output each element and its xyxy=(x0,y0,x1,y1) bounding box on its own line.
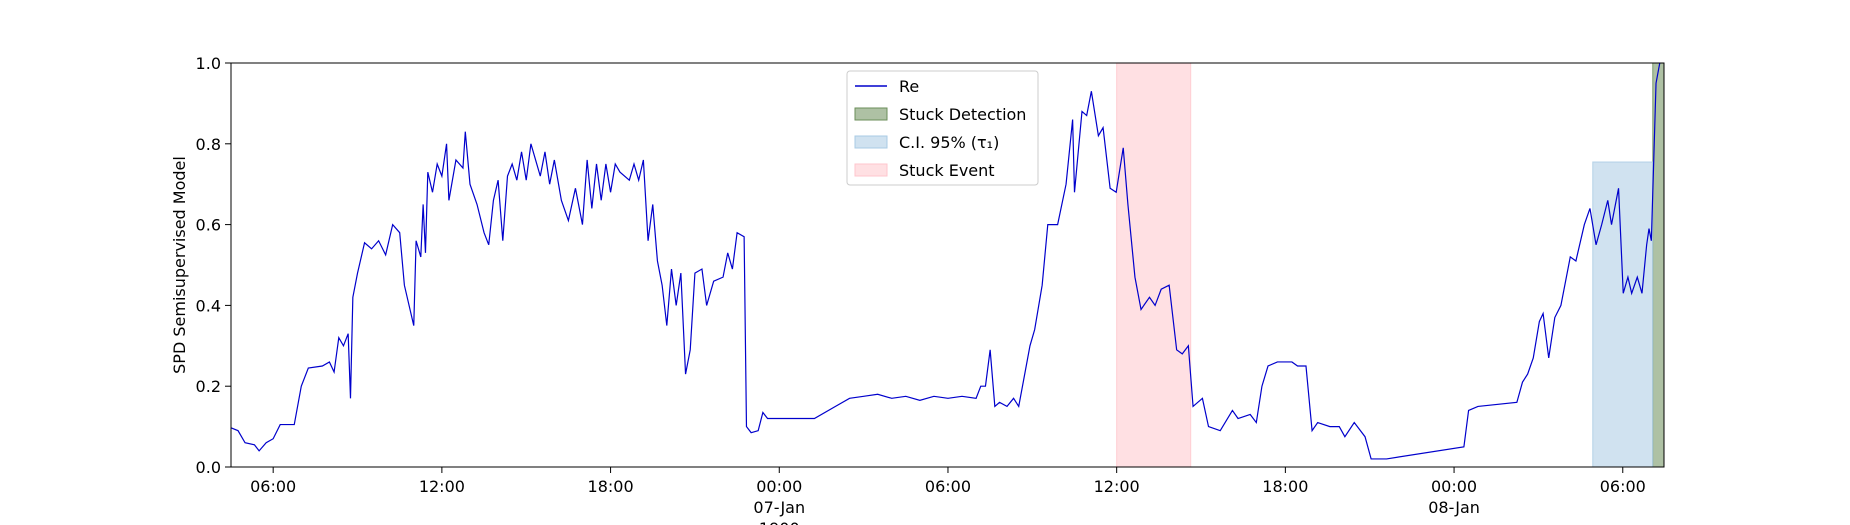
x-tick-label: 06:00 xyxy=(925,477,971,496)
y-tick-label: 0.4 xyxy=(196,296,221,315)
x-tick-label: 12:00 xyxy=(419,477,465,496)
legend-label: Stuck Detection xyxy=(899,105,1026,124)
x-tick-label: 18:00 xyxy=(588,477,634,496)
legend-patch xyxy=(854,135,888,149)
x-tick-label: 06:00 xyxy=(250,477,296,496)
legend-patch xyxy=(854,163,888,177)
data-line xyxy=(230,62,1661,460)
legend-label: Re xyxy=(899,77,919,96)
y-tick-label: 0.6 xyxy=(196,216,221,235)
x-tick-label: 06:00 xyxy=(1600,477,1646,496)
y-tick-label: 0.2 xyxy=(196,377,221,396)
legend-box xyxy=(846,70,1039,186)
y-tick-label: 1.0 xyxy=(196,54,221,73)
x-tick-label: 12:00 xyxy=(1094,477,1140,496)
y-axis-label: SPD Semisupervised Model xyxy=(170,156,189,374)
legend-label: C.I. 95% (τ₁) xyxy=(899,133,999,152)
x-tick-label: 00:00 08-Jan xyxy=(1428,477,1480,517)
y-tick-label: 0.0 xyxy=(196,458,221,477)
region xyxy=(1592,161,1654,468)
legend: Re Stuck Detection C.I. 95% (τ₁) Stuck Even… xyxy=(846,70,1039,186)
x-tick-label: 18:00 xyxy=(1262,477,1308,496)
region xyxy=(1116,62,1192,468)
legend-patch xyxy=(854,107,888,121)
y-tick-label: 0.8 xyxy=(196,135,221,154)
legend-label: Stuck Event xyxy=(899,161,995,180)
